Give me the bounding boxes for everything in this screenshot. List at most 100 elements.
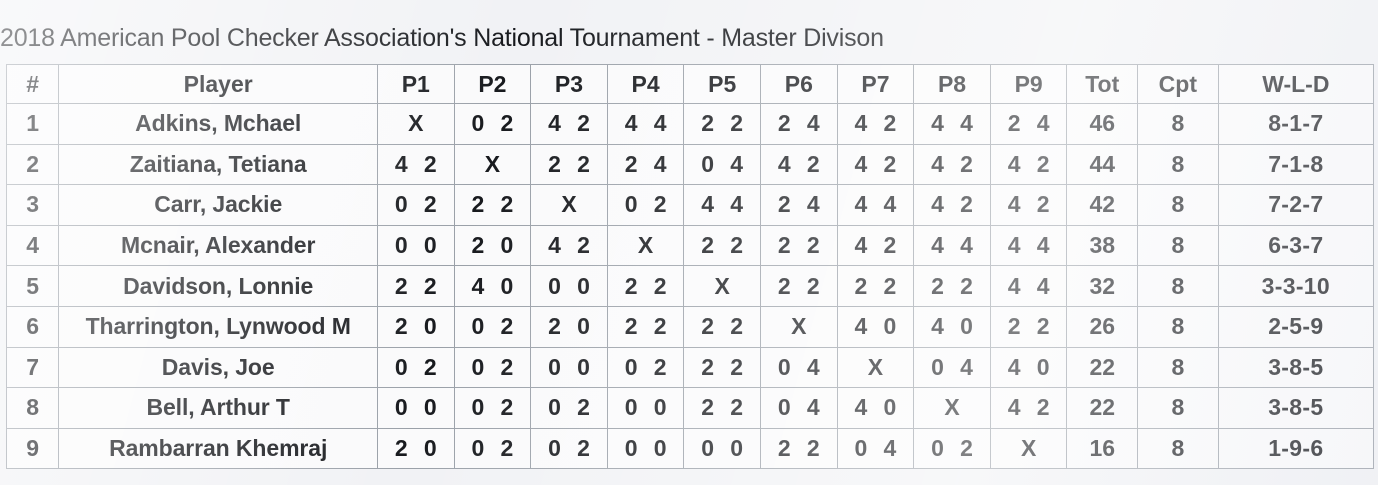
column-header-rank[interactable]: # [5,64,60,104]
column-header-p4[interactable]: P4 [606,64,685,104]
match-score-cell-p8[interactable]: X [913,387,991,429]
table-row[interactable]: 9 Rambarran Khemraj 2 0 0 2 0 2 0 0 0 0 2 2 0 4 0 2 X 16 8 1-… [5,427,1375,470]
column-header-p7[interactable]: P7 [836,64,915,104]
match-score-cell-p5[interactable]: X [683,265,762,307]
table-row[interactable]: 5 Davidson, Lonnie 2 2 4 0 0 0 2 2 X 2 2 2 2 2 2 4 4 32 8 3-3… [5,265,1375,307]
column-header-p1[interactable]: P1 [376,64,455,104]
column-header-p5[interactable]: P5 [683,64,762,104]
column-header-cpt[interactable]: Cpt [1137,64,1219,104]
player-name-cell[interactable]: Tharrington, Lynwood M [58,305,378,348]
column-header-p9[interactable]: P9 [989,64,1068,104]
column-header-p8[interactable]: P8 [913,64,991,104]
player-name-cell[interactable]: Rambarran Khemraj [58,427,378,470]
match-score-cell-p9[interactable]: X [989,427,1068,470]
player-name-cell[interactable]: Davidson, Lonnie [58,265,378,307]
column-header-p3[interactable]: P3 [530,64,608,104]
match-score-cell-p6[interactable]: X [760,305,838,348]
match-score-cell-p1[interactable]: X [376,103,455,145]
player-name-cell[interactable]: Mcnair, Alexander [58,224,378,267]
player-name-cell[interactable]: Carr, Jackie [58,184,378,226]
table-row[interactable]: 3 Carr, Jackie 0 2 2 2 X 0 2 4 4 2 4 4 4 4 2 4 2 42 8 7-2-7 [5,184,1375,226]
match-score-cell-p3[interactable]: X [530,184,608,226]
player-name-cell[interactable]: Zaitiana, Tetiana [58,143,378,186]
player-name-cell[interactable]: Bell, Arthur T [58,387,378,429]
table-row[interactable]: 1 Adkins, Mchael X 0 2 4 2 4 4 2 2 2 4 4 2 4 4 2 4 46 8 8-1-7 [5,103,1375,145]
column-header-player[interactable]: Player [58,64,378,104]
player-name-cell[interactable]: Adkins, Mchael [58,103,378,145]
table-row[interactable]: 4 Mcnair, Alexander 0 0 2 0 4 2 X 2 2 2 2 4 2 4 4 4 4 38 8 6-… [5,224,1375,267]
match-score-cell-p4[interactable]: X [606,224,685,267]
match-score-cell-p7[interactable]: X [836,346,915,389]
column-header-p6[interactable]: P6 [760,64,838,104]
column-header-tot[interactable]: Tot [1066,64,1139,104]
table-row[interactable]: 8 Bell, Arthur T 0 0 0 2 0 2 0 0 2 2 0 4 4 0 X 4 2 22 8 3-8-5 [5,387,1375,429]
table-row[interactable]: 2 Zaitiana, Tetiana 4 2 X 2 2 2 4 0 4 4 2 4 2 4 2 4 2 44 8 7-… [5,143,1375,186]
